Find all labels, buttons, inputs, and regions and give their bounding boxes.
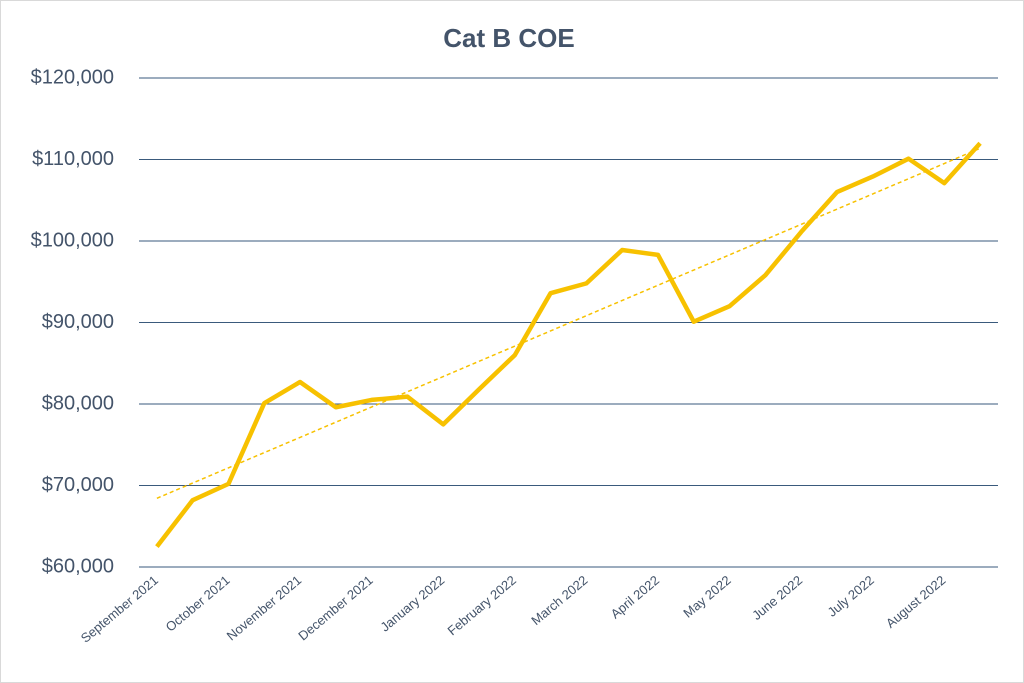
trendline [156,147,981,499]
y-tick-label: $70,000 [42,474,114,496]
y-tick-label: $120,000 [31,66,114,88]
y-tick-label: $80,000 [42,392,114,414]
y-tick-label: $90,000 [42,311,114,333]
y-tick-label: $110,000 [32,148,114,170]
y-tick-label: $100,000 [31,229,114,251]
line-series [155,141,982,548]
y-tick-label: $60,000 [42,555,114,577]
chart-title: Cat B COE [443,23,574,53]
